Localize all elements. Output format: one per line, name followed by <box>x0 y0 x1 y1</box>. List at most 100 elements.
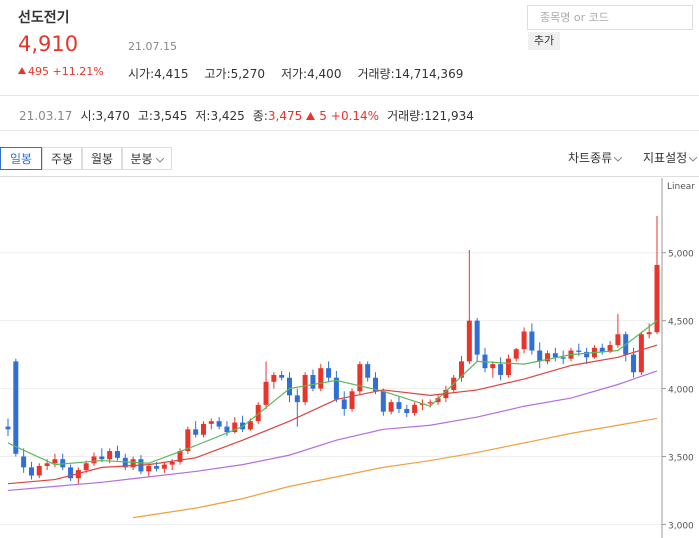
candle-body <box>513 349 519 359</box>
candle-body <box>490 364 496 369</box>
candle-body <box>130 459 136 468</box>
candle-body <box>60 459 66 468</box>
candle-body <box>177 451 183 462</box>
stat-value: 14,714,369 <box>394 67 464 81</box>
candle-body <box>154 466 160 469</box>
candle-body <box>474 320 480 355</box>
candle-body <box>427 402 433 404</box>
candle-body <box>208 421 214 424</box>
candle-body <box>326 368 332 378</box>
candle-body <box>232 422 238 433</box>
candle-body <box>169 461 175 465</box>
candle-body <box>294 395 300 403</box>
stats: 시가:4,415 고가:5,270 저가:4,400 거래량:14,714,369 <box>128 65 479 82</box>
change: 495 +11.21% <box>28 65 104 78</box>
candle-body <box>216 421 222 427</box>
stat: 거래량:14,714,369 <box>357 67 463 81</box>
candle-body <box>185 429 191 452</box>
candle-body <box>146 466 152 472</box>
menu[interactable]: 지표설정 <box>643 147 698 170</box>
up-arrow <box>306 112 316 120</box>
candle-body <box>5 426 11 430</box>
candle-body <box>505 358 511 375</box>
moving-average <box>7 370 658 492</box>
candle-body <box>83 463 89 471</box>
candle-body <box>122 457 128 468</box>
hover-date: 21.03.17 <box>19 109 73 123</box>
chevron <box>155 157 164 163</box>
candle-body <box>357 364 363 392</box>
tab[interactable]: 분봉 <box>122 147 172 170</box>
candle-body <box>576 350 582 352</box>
add-button[interactable]: 추가 <box>528 32 560 50</box>
divider <box>0 130 699 131</box>
candle-body <box>607 345 613 352</box>
candle-body <box>521 331 527 350</box>
candle-body <box>200 423 206 435</box>
candle-body <box>365 364 371 378</box>
chart: 3,000 3,500 4,000 4,500 5,000 Linear <box>0 178 695 538</box>
candle-body <box>466 320 472 362</box>
candle-body <box>631 354 637 373</box>
candle-body <box>255 404 261 422</box>
moving-average <box>7 344 658 485</box>
candle-body <box>654 264 660 333</box>
candle-body <box>638 334 644 373</box>
stat-label: 거래량: <box>357 67 395 81</box>
close-label: 종: <box>252 109 268 123</box>
search-box[interactable]: 종목명 or 코드 <box>527 5 693 30</box>
change-value: 495 <box>28 65 49 78</box>
hover-label: 저: <box>195 109 211 123</box>
candle-body <box>396 402 402 409</box>
hover-value: 3,545 <box>152 109 188 123</box>
candle-body <box>75 470 81 479</box>
chevron <box>613 156 623 162</box>
tab[interactable]: 주봉 <box>42 147 82 170</box>
candle-body <box>552 353 558 358</box>
candle-body <box>247 421 253 430</box>
candle-body <box>545 353 551 362</box>
divider <box>0 95 699 96</box>
hover-item: 시:3,470 <box>80 109 129 123</box>
candle-body <box>349 391 355 409</box>
candle-body <box>380 391 386 412</box>
candle-body <box>404 408 410 414</box>
candle-body <box>224 426 230 433</box>
stat: 고가:5,270 <box>204 67 264 81</box>
price: 4,910 <box>18 32 79 56</box>
tab[interactable]: 월봉 <box>82 147 122 170</box>
candle-body <box>68 467 74 479</box>
candle-body <box>263 381 269 405</box>
candle-body <box>271 374 277 382</box>
y-tick-label: 5,000 <box>668 250 694 260</box>
candle-body <box>107 451 113 460</box>
scale-label: Linear <box>667 182 695 192</box>
candle-body <box>537 350 543 362</box>
moving-average <box>133 417 658 519</box>
candle-body <box>286 377 292 396</box>
stat-label: 시가: <box>128 67 155 81</box>
candle-body <box>193 429 199 435</box>
close-change: 5 <box>319 109 327 123</box>
menu[interactable]: 차트종류 <box>568 147 623 170</box>
candle-body <box>36 466 42 476</box>
candle-body <box>498 364 504 375</box>
stock-name: 선도전기 <box>18 10 70 26</box>
candle-body <box>99 456 105 460</box>
hover-item: 고:3,545 <box>138 109 187 123</box>
divider <box>0 176 699 177</box>
candle-body <box>615 334 621 346</box>
y-tick-label: 4,500 <box>668 318 694 328</box>
candle-body <box>318 368 324 389</box>
candle-body <box>279 374 285 378</box>
stat-label: 고가: <box>204 67 231 81</box>
hover-item: 저:3,425 <box>195 109 244 123</box>
y-tick-label: 3,000 <box>668 521 694 531</box>
tab[interactable]: 일봉 <box>0 147 42 170</box>
volume-label: 거래량: <box>387 109 425 123</box>
candle-body <box>388 402 394 412</box>
candle-body <box>435 398 441 403</box>
candle-body <box>529 331 535 351</box>
close-value: 3,475 <box>267 109 303 123</box>
